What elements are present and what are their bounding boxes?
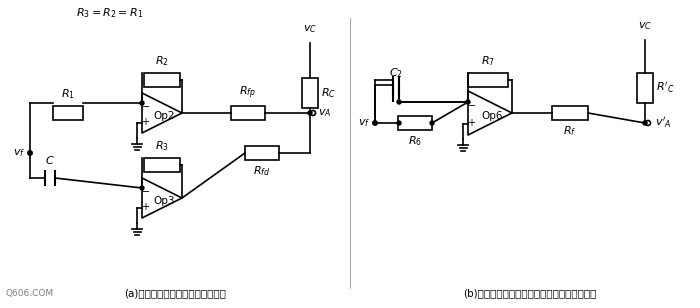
Bar	[53, 106, 83, 120]
Circle shape	[373, 121, 377, 125]
Text: $v_f$: $v_f$	[13, 147, 25, 159]
Text: $+$: $+$	[468, 116, 477, 128]
Text: $v'_A$: $v'_A$	[655, 116, 671, 130]
Circle shape	[430, 121, 434, 125]
Circle shape	[28, 151, 32, 155]
Circle shape	[140, 186, 144, 190]
Text: $R_7$: $R_7$	[481, 54, 495, 68]
Circle shape	[397, 100, 401, 104]
Text: $R_3$: $R_3$	[155, 139, 169, 153]
Text: $+$: $+$	[141, 116, 150, 127]
Text: $R_1$: $R_1$	[61, 87, 75, 101]
Text: $v_C$: $v_C$	[303, 23, 317, 35]
Text: Op3: Op3	[153, 196, 175, 206]
Bar	[144, 158, 180, 172]
Text: Q606.COM: Q606.COM	[5, 289, 53, 298]
Text: $+$: $+$	[141, 201, 150, 212]
Bar	[468, 73, 508, 87]
Bar	[302, 78, 318, 108]
Text: $R_{fp}$: $R_{fp}$	[239, 85, 256, 101]
Text: $C_2$: $C_2$	[389, 66, 403, 80]
Text: $v_A$: $v_A$	[318, 107, 331, 119]
Bar	[231, 106, 265, 120]
Text: $R_{fd}$: $R_{fd}$	[253, 164, 271, 178]
Text: Op6: Op6	[482, 111, 503, 121]
Bar	[637, 73, 653, 103]
Text: (a)分别利用两个运算放大器的方式: (a)分别利用两个运算放大器的方式	[124, 288, 226, 298]
Text: (b)利用一个运算放大器完成比例与微分的方式: (b)利用一个运算放大器完成比例与微分的方式	[463, 288, 596, 298]
Bar	[245, 146, 279, 160]
Text: $R_f$: $R_f$	[564, 124, 577, 138]
Text: $-$: $-$	[468, 99, 477, 109]
Circle shape	[308, 111, 312, 115]
Text: Op2: Op2	[153, 111, 175, 121]
Bar	[144, 73, 180, 87]
Text: $R'_C$: $R'_C$	[656, 81, 674, 95]
Text: $v_C$: $v_C$	[638, 20, 652, 32]
Bar	[552, 106, 588, 120]
Circle shape	[397, 121, 401, 125]
Text: $C$: $C$	[45, 154, 55, 166]
Bar	[398, 116, 432, 130]
Text: $-$: $-$	[141, 100, 150, 110]
Text: $R_2$: $R_2$	[155, 54, 169, 68]
Text: $-$: $-$	[141, 185, 150, 195]
Circle shape	[140, 101, 144, 105]
Circle shape	[466, 100, 470, 104]
Text: $v_f$: $v_f$	[358, 117, 370, 129]
Text: $R_3=R_2=R_1$: $R_3=R_2=R_1$	[76, 6, 144, 20]
Text: $R_6$: $R_6$	[408, 134, 422, 148]
Text: $R_C$: $R_C$	[321, 86, 336, 100]
Circle shape	[643, 121, 647, 125]
